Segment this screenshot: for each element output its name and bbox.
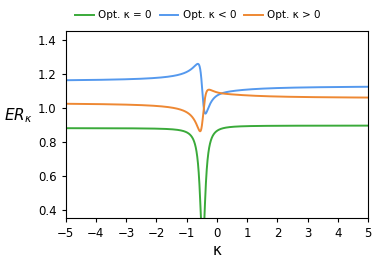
Opt. κ < 0 xyxy=(280,86,285,90)
Opt. κ < 0 xyxy=(246,88,251,91)
Opt. κ < 0 xyxy=(203,112,208,115)
Opt. κ > 0 xyxy=(139,103,143,107)
Opt. κ = 0 xyxy=(280,124,285,127)
Opt. κ > 0 xyxy=(198,130,202,133)
Opt. κ < 0 xyxy=(366,85,370,88)
Opt. κ < 0 xyxy=(196,62,200,66)
Legend: Opt. κ = 0, Opt. κ < 0, Opt. κ > 0: Opt. κ = 0, Opt. κ < 0, Opt. κ > 0 xyxy=(71,6,325,24)
Line: Opt. κ < 0: Opt. κ < 0 xyxy=(66,64,368,114)
Opt. κ > 0 xyxy=(346,96,351,99)
Opt. κ = 0 xyxy=(346,124,351,127)
Opt. κ > 0 xyxy=(64,102,68,105)
Opt. κ = 0 xyxy=(64,127,68,130)
Line: Opt. κ > 0: Opt. κ > 0 xyxy=(66,90,368,131)
Opt. κ > 0 xyxy=(258,94,262,97)
Opt. κ = 0 xyxy=(206,149,211,152)
Opt. κ = 0 xyxy=(366,124,370,127)
Opt. κ > 0 xyxy=(366,96,370,99)
Opt. κ > 0 xyxy=(280,95,285,98)
Opt. κ < 0 xyxy=(346,85,351,89)
Opt. κ = 0 xyxy=(139,127,143,130)
Opt. κ < 0 xyxy=(258,87,262,90)
Opt. κ = 0 xyxy=(200,247,205,250)
Y-axis label: $ER_{\kappa}$: $ER_{\kappa}$ xyxy=(4,106,33,125)
Opt. κ > 0 xyxy=(207,88,211,91)
Opt. κ < 0 xyxy=(139,77,143,80)
Opt. κ = 0 xyxy=(246,124,251,128)
Opt. κ > 0 xyxy=(206,88,211,91)
Opt. κ < 0 xyxy=(64,79,68,82)
X-axis label: κ: κ xyxy=(212,243,221,258)
Line: Opt. κ = 0: Opt. κ = 0 xyxy=(66,125,368,249)
Opt. κ > 0 xyxy=(246,94,251,97)
Opt. κ < 0 xyxy=(206,105,211,108)
Opt. κ = 0 xyxy=(258,124,262,128)
